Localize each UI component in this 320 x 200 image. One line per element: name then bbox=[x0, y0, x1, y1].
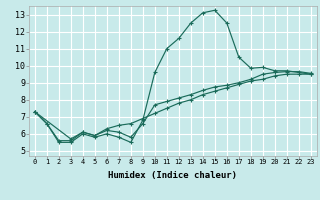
X-axis label: Humidex (Indice chaleur): Humidex (Indice chaleur) bbox=[108, 171, 237, 180]
